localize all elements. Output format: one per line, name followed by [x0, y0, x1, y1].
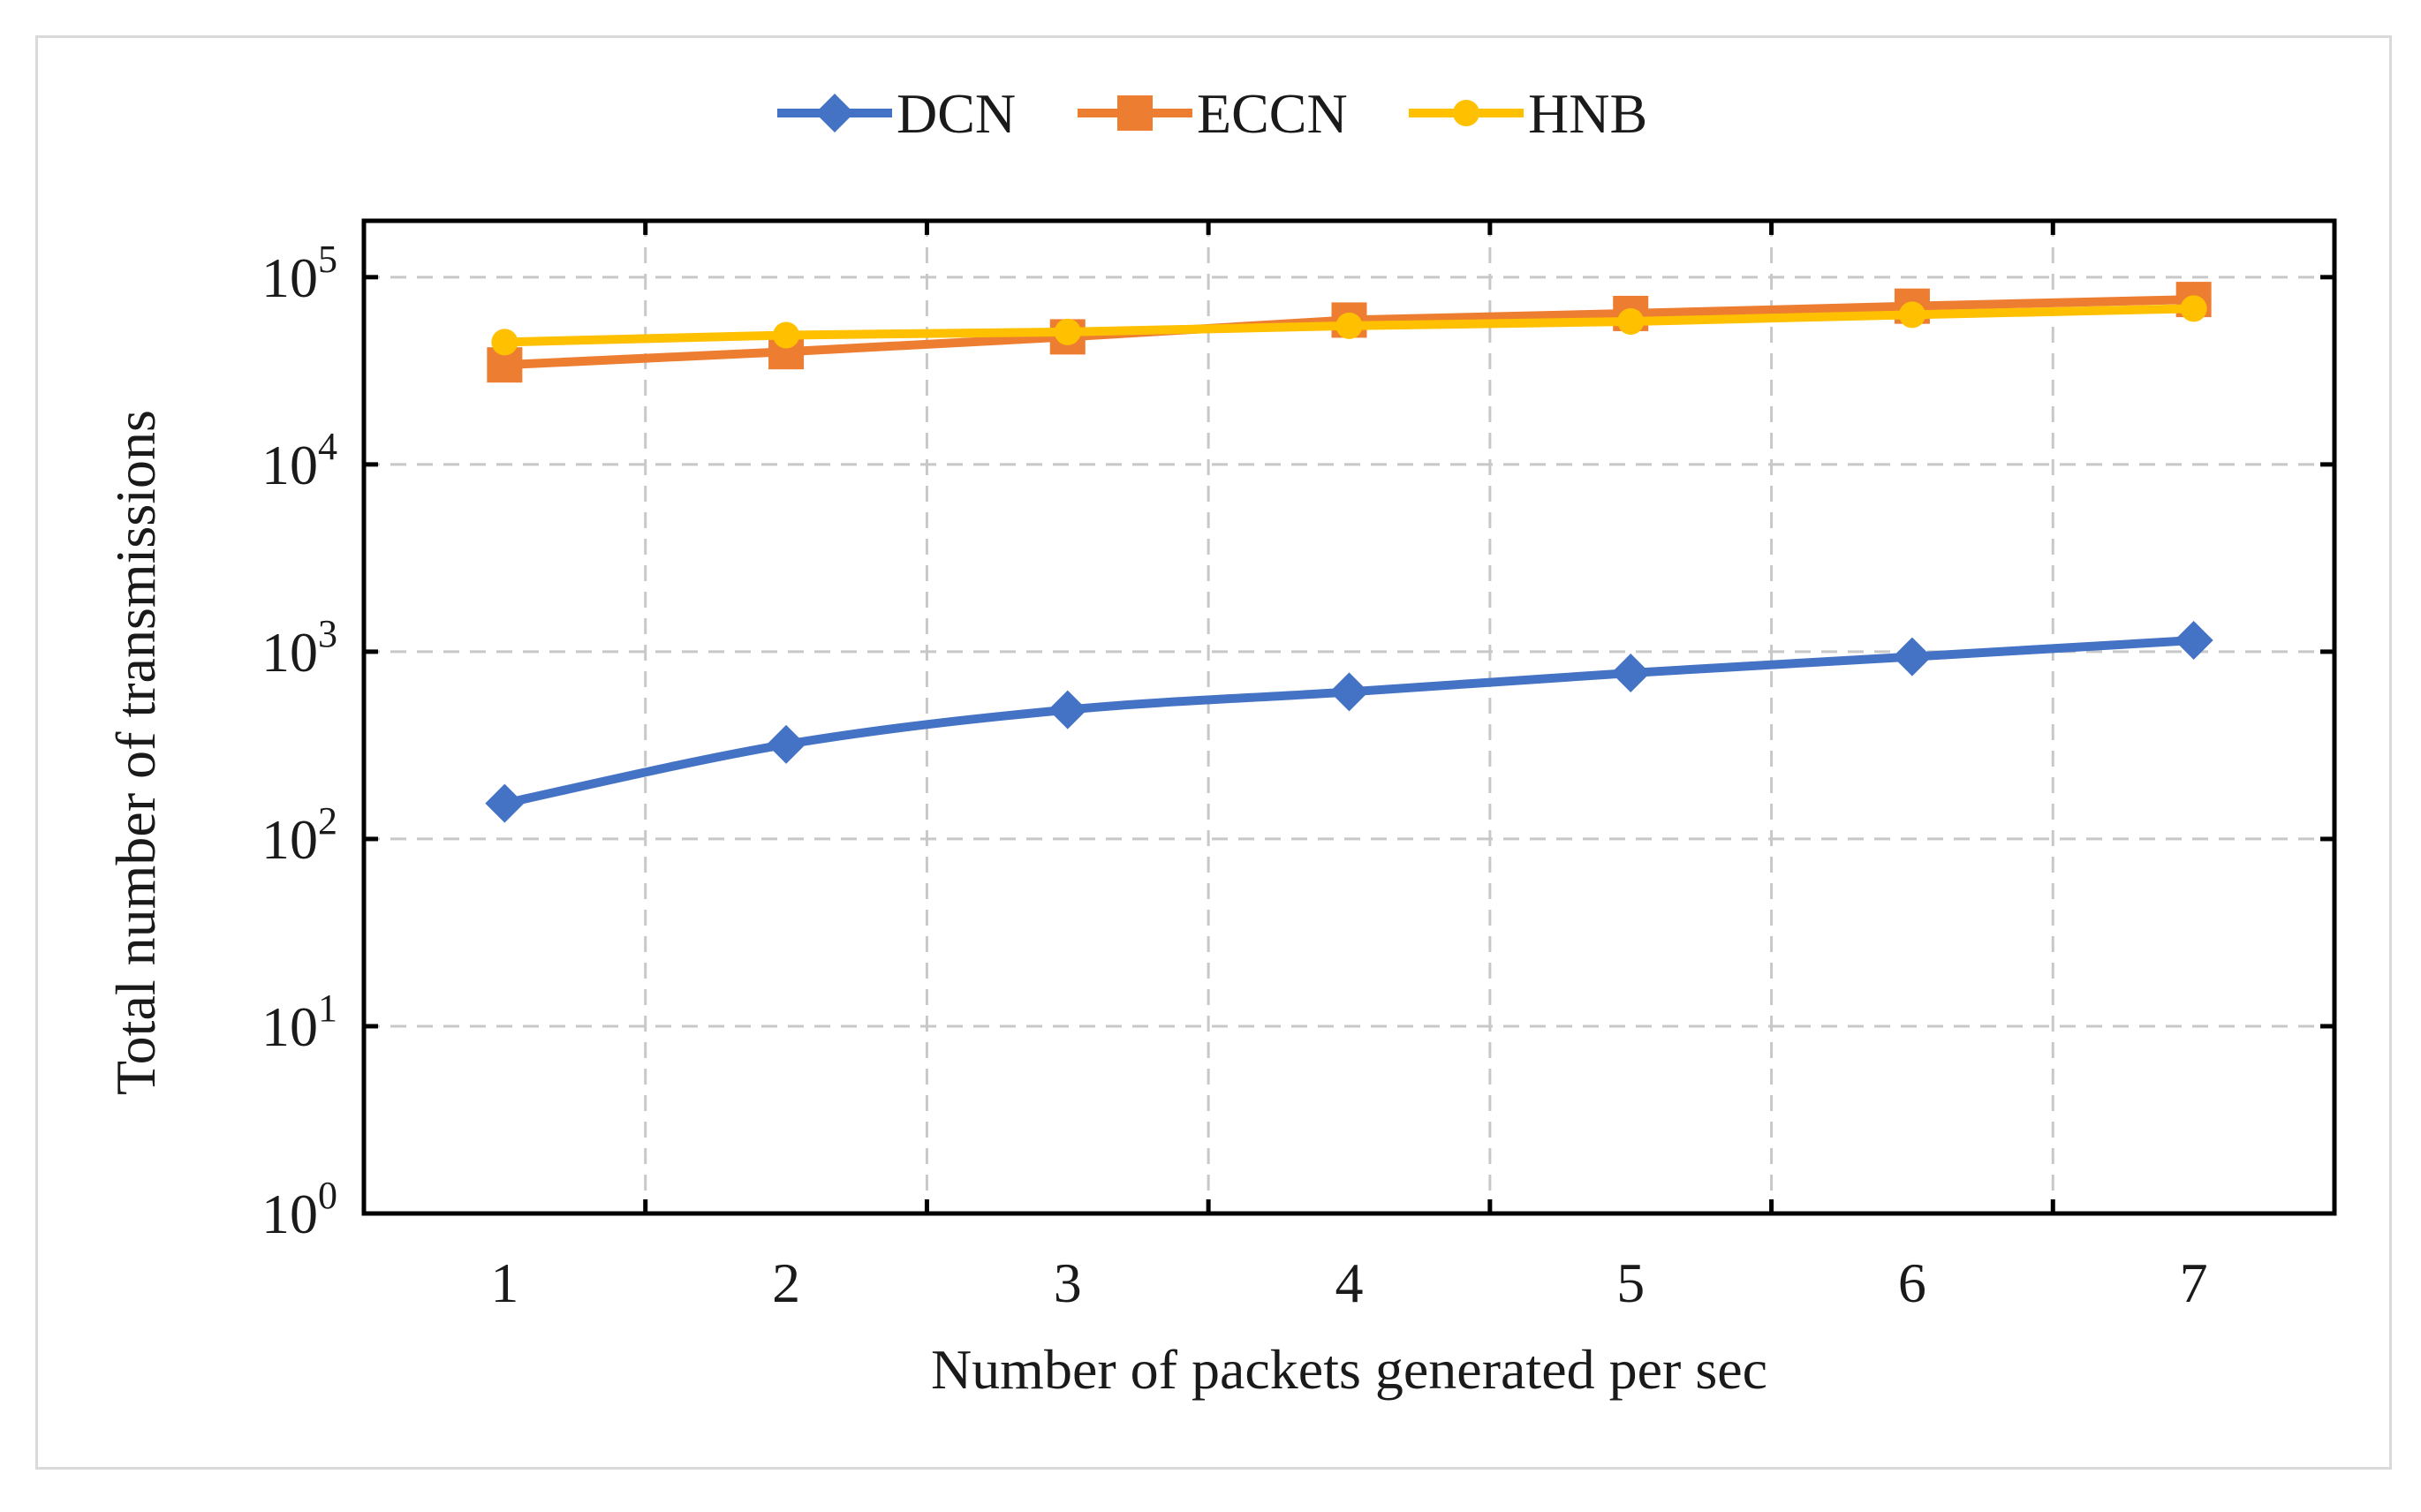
x-tick-label: 4	[1335, 1251, 1364, 1314]
legend-item-dcn: DCN	[777, 82, 1016, 145]
legend-marker-eccn	[1117, 95, 1153, 131]
y-tick-label: 105	[261, 238, 337, 309]
y-tick-exponent: 0	[318, 1174, 337, 1217]
x-tick-label: 6	[1898, 1251, 1926, 1314]
figure-frame	[35, 35, 2392, 1470]
legend-marker-dcn	[815, 94, 854, 132]
data-point-hnb	[491, 329, 518, 356]
x-tick-label: 3	[1054, 1251, 1082, 1314]
x-axis-label: Number of packets generated per sec	[931, 1338, 1767, 1401]
y-tick-exponent: 5	[318, 238, 337, 281]
data-point-dcn	[2174, 621, 2213, 661]
data-point-hnb	[773, 321, 800, 349]
x-tick-label: 5	[1616, 1251, 1645, 1314]
data-point-dcn	[485, 783, 525, 823]
legend-label-dcn: DCN	[897, 82, 1016, 145]
data-point-hnb	[2180, 295, 2207, 322]
legend-label-hnb: HNB	[1528, 82, 1647, 145]
y-axis-label: Total number of transmissions	[104, 410, 167, 1095]
x-tick-label: 1	[490, 1251, 518, 1314]
series-hnb	[491, 295, 2207, 356]
y-tick-exponent: 4	[318, 425, 337, 468]
data-point-dcn	[1329, 672, 1369, 712]
y-tick-label: 102	[261, 799, 337, 871]
data-point-dcn	[1611, 653, 1651, 692]
series-dcn	[485, 621, 2213, 823]
y-tick-label: 103	[261, 612, 337, 684]
plot-area	[361, 218, 2337, 1216]
y-tick-exponent: 1	[318, 987, 337, 1030]
legend-label-eccn: ECCN	[1197, 82, 1348, 145]
data-point-hnb	[1617, 307, 1645, 335]
y-tick-base: 10	[261, 995, 318, 1058]
legend-item-hnb: HNB	[1409, 82, 1647, 145]
data-point-hnb	[1054, 318, 1081, 345]
data-point-dcn	[1048, 690, 1087, 730]
data-point-hnb	[1898, 301, 1925, 329]
y-tick-exponent: 2	[318, 799, 337, 843]
data-point-dcn	[1892, 637, 1932, 677]
y-tick-exponent: 3	[318, 612, 337, 655]
y-tick-base: 10	[261, 434, 318, 496]
legend-item-eccn: ECCN	[1078, 82, 1348, 145]
data-point-dcn	[767, 724, 806, 764]
y-tick-base: 10	[261, 246, 318, 309]
y-tick-label: 101	[261, 987, 337, 1058]
y-tick-base: 10	[261, 808, 318, 871]
series-line-dcn	[500, 636, 2198, 808]
data-point-hnb	[1335, 312, 1363, 339]
series-layer	[485, 282, 2213, 823]
legend-marker-hnb	[1453, 100, 1479, 126]
x-tick-label: 2	[772, 1251, 800, 1314]
tick-marks	[364, 221, 2334, 1216]
x-tick-labels: 1 2 3 4 5 6 7	[490, 1251, 2207, 1314]
y-tick-base: 10	[261, 1183, 318, 1245]
y-tick-label: 100	[261, 1174, 337, 1245]
x-tick-label: 7	[2180, 1251, 2208, 1314]
y-tick-label: 104	[261, 425, 337, 496]
legend: DCN ECCN HNB	[777, 82, 1647, 145]
y-tick-base: 10	[261, 621, 318, 684]
grid	[364, 221, 2334, 1213]
